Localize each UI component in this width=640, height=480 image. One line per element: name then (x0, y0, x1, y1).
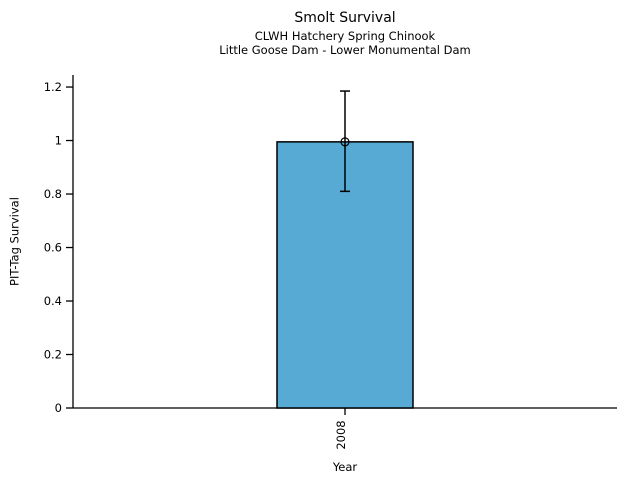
y-tick-label: 0.6 (44, 241, 62, 255)
y-tick-label: 0.4 (44, 294, 62, 308)
y-tick-label: 0 (55, 401, 62, 415)
y-tick-label: 0.2 (44, 348, 62, 362)
x-tick-label: 2008 (334, 420, 348, 449)
chart-title: Smolt Survival (294, 10, 396, 26)
x-axis-label: Year (332, 460, 358, 474)
y-tick-label: 0.8 (44, 187, 62, 201)
y-tick-label: 1.2 (44, 80, 62, 94)
y-tick-label: 1 (55, 134, 62, 148)
chart-subtitle-line1: CLWH Hatchery Spring Chinook (254, 28, 436, 43)
title-block: Smolt Survival CLWH Hatchery Spring Chin… (73, 10, 617, 57)
point-marker-circle (340, 137, 350, 147)
chart-subtitle-line2: Little Goose Dam - Lower Monumental Dam (219, 42, 471, 57)
